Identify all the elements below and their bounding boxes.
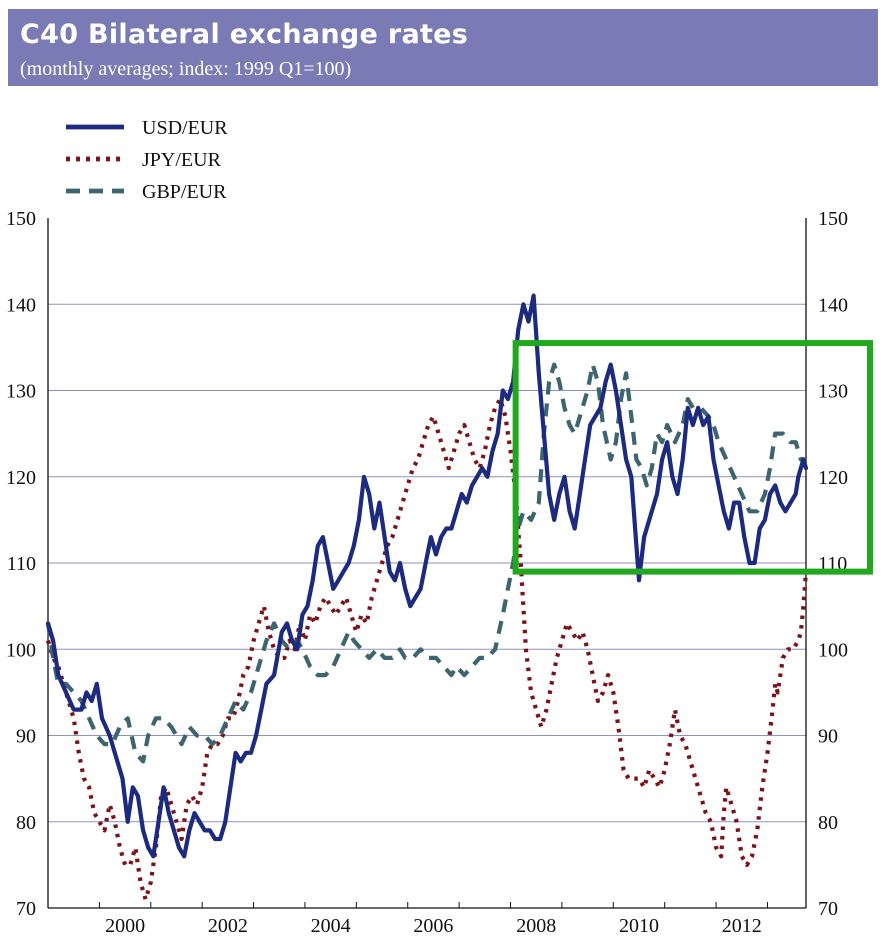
y-tick-label-right: 120 xyxy=(818,467,848,489)
y-tick-label-right: 80 xyxy=(818,812,838,834)
data-series xyxy=(45,293,809,902)
y-tick-label-left: 140 xyxy=(6,294,36,316)
x-axis-ticks: 2000 2002 2004 2006 2008 2010 2012 xyxy=(47,902,768,937)
legend-label: USD/EUR xyxy=(142,117,228,139)
chart-title: C40 Bilateral exchange rates xyxy=(20,19,469,50)
legend-label: JPY/EUR xyxy=(142,149,222,171)
x-tick-label: 2008 xyxy=(516,915,556,937)
y-tick-label-right: 100 xyxy=(818,639,848,661)
y-axis-left-ticks: 70 80 90 100 110 120 130 140 150 xyxy=(6,208,36,920)
highlight-box xyxy=(512,340,873,575)
y-tick-label-left: 70 xyxy=(16,898,36,920)
x-tick-label: 2004 xyxy=(311,915,351,937)
y-tick-label-right: 130 xyxy=(818,381,848,403)
y-tick-label-left: 150 xyxy=(6,208,36,230)
legend: USD/EUR JPY/EUR GBP/EUR xyxy=(66,117,228,203)
y-tick-label-left: 100 xyxy=(6,639,36,661)
y-tick-label-left: 120 xyxy=(6,467,36,489)
y-tick-label-left: 110 xyxy=(7,553,36,575)
y-tick-label-right: 150 xyxy=(818,208,848,230)
chart-subtitle: (monthly averages; index: 1999 Q1=100) xyxy=(20,58,352,80)
x-tick-label: 2006 xyxy=(413,915,453,937)
y-tick-label-left: 130 xyxy=(6,381,36,403)
x-tick-label: 2000 xyxy=(105,915,145,937)
chart-header: C40 Bilateral exchange rates (monthly av… xyxy=(8,9,878,86)
x-tick-label: 2002 xyxy=(208,915,248,937)
y-tick-label-right: 70 xyxy=(818,898,838,920)
x-tick-label: 2012 xyxy=(722,915,762,937)
chart-axes xyxy=(47,218,807,909)
series-line-gbp-eur xyxy=(45,362,806,764)
y-tick-label-left: 90 xyxy=(16,726,36,748)
x-tick-label: 2010 xyxy=(619,915,659,937)
y-tick-label-left: 80 xyxy=(16,812,36,834)
series-line-usd-eur xyxy=(45,293,809,859)
legend-label: GBP/EUR xyxy=(142,181,227,203)
series-line-jpy-eur xyxy=(45,397,809,902)
highlight-annotations xyxy=(512,340,873,575)
y-tick-label-right: 140 xyxy=(818,294,848,316)
y-tick-label-right: 90 xyxy=(818,726,838,748)
